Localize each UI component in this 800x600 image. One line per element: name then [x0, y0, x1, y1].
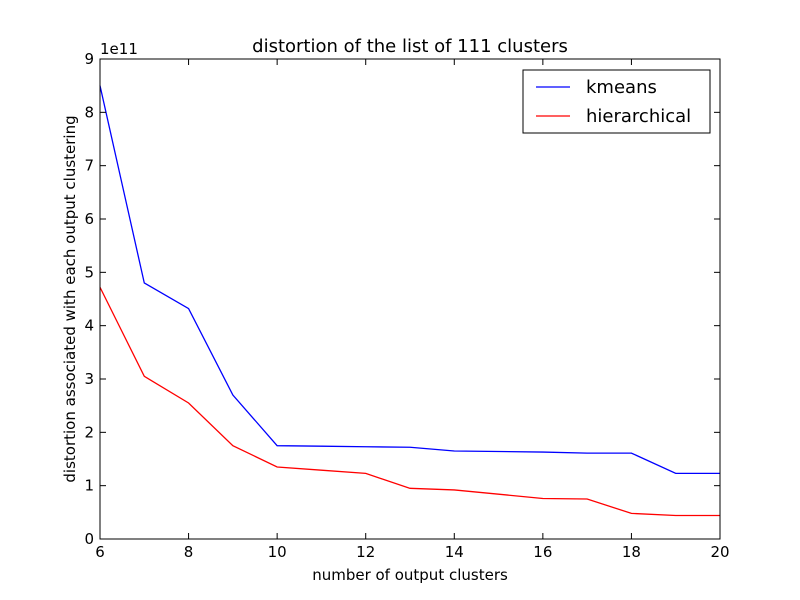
y-tick-label: 9: [84, 50, 94, 68]
legend-frame: [522, 69, 711, 134]
legend-label-kmeans: kmeans: [586, 77, 657, 98]
x-axis-label: number of output clusters: [312, 566, 508, 584]
series-line-kmeans: [99, 85, 720, 475]
y-tick-label: 2: [84, 423, 94, 441]
series-line-hierarchical: [99, 286, 720, 517]
x-tick-label: 16: [533, 543, 552, 561]
y-axis: 0 1 2 3 4 5 6 7 8 9: [84, 50, 720, 548]
y-offset-text: 1e11: [100, 40, 138, 58]
y-tick-label: 7: [84, 157, 94, 175]
x-tick-label: 20: [710, 543, 729, 561]
plot-content: [99, 85, 720, 517]
chart-title: distortion of the list of 111 clusters: [252, 36, 568, 57]
y-tick-label: 1: [84, 477, 94, 495]
x-axis: 6 8 10 12 14 16 18 20: [95, 59, 730, 561]
x-tick-label: 6: [95, 543, 105, 561]
x-tick-label: 18: [622, 543, 641, 561]
x-tick-label: 12: [356, 543, 375, 561]
legend: kmeans hierarchical: [522, 69, 711, 134]
legend-label-hierarchical: hierarchical: [586, 106, 691, 127]
x-tick-label: 14: [445, 543, 464, 561]
y-axis-label: distortion associated with each output c…: [61, 115, 79, 482]
plot-frame: [99, 58, 721, 540]
y-tick-label: 8: [84, 103, 94, 121]
y-tick-label: 6: [84, 210, 94, 228]
y-tick-label: 4: [84, 317, 94, 335]
x-tick-label: 8: [184, 543, 194, 561]
y-tick-label: 0: [84, 530, 94, 548]
y-tick-label: 5: [84, 263, 94, 281]
x-tick-label: 10: [268, 543, 287, 561]
y-tick-label: 3: [84, 370, 94, 388]
